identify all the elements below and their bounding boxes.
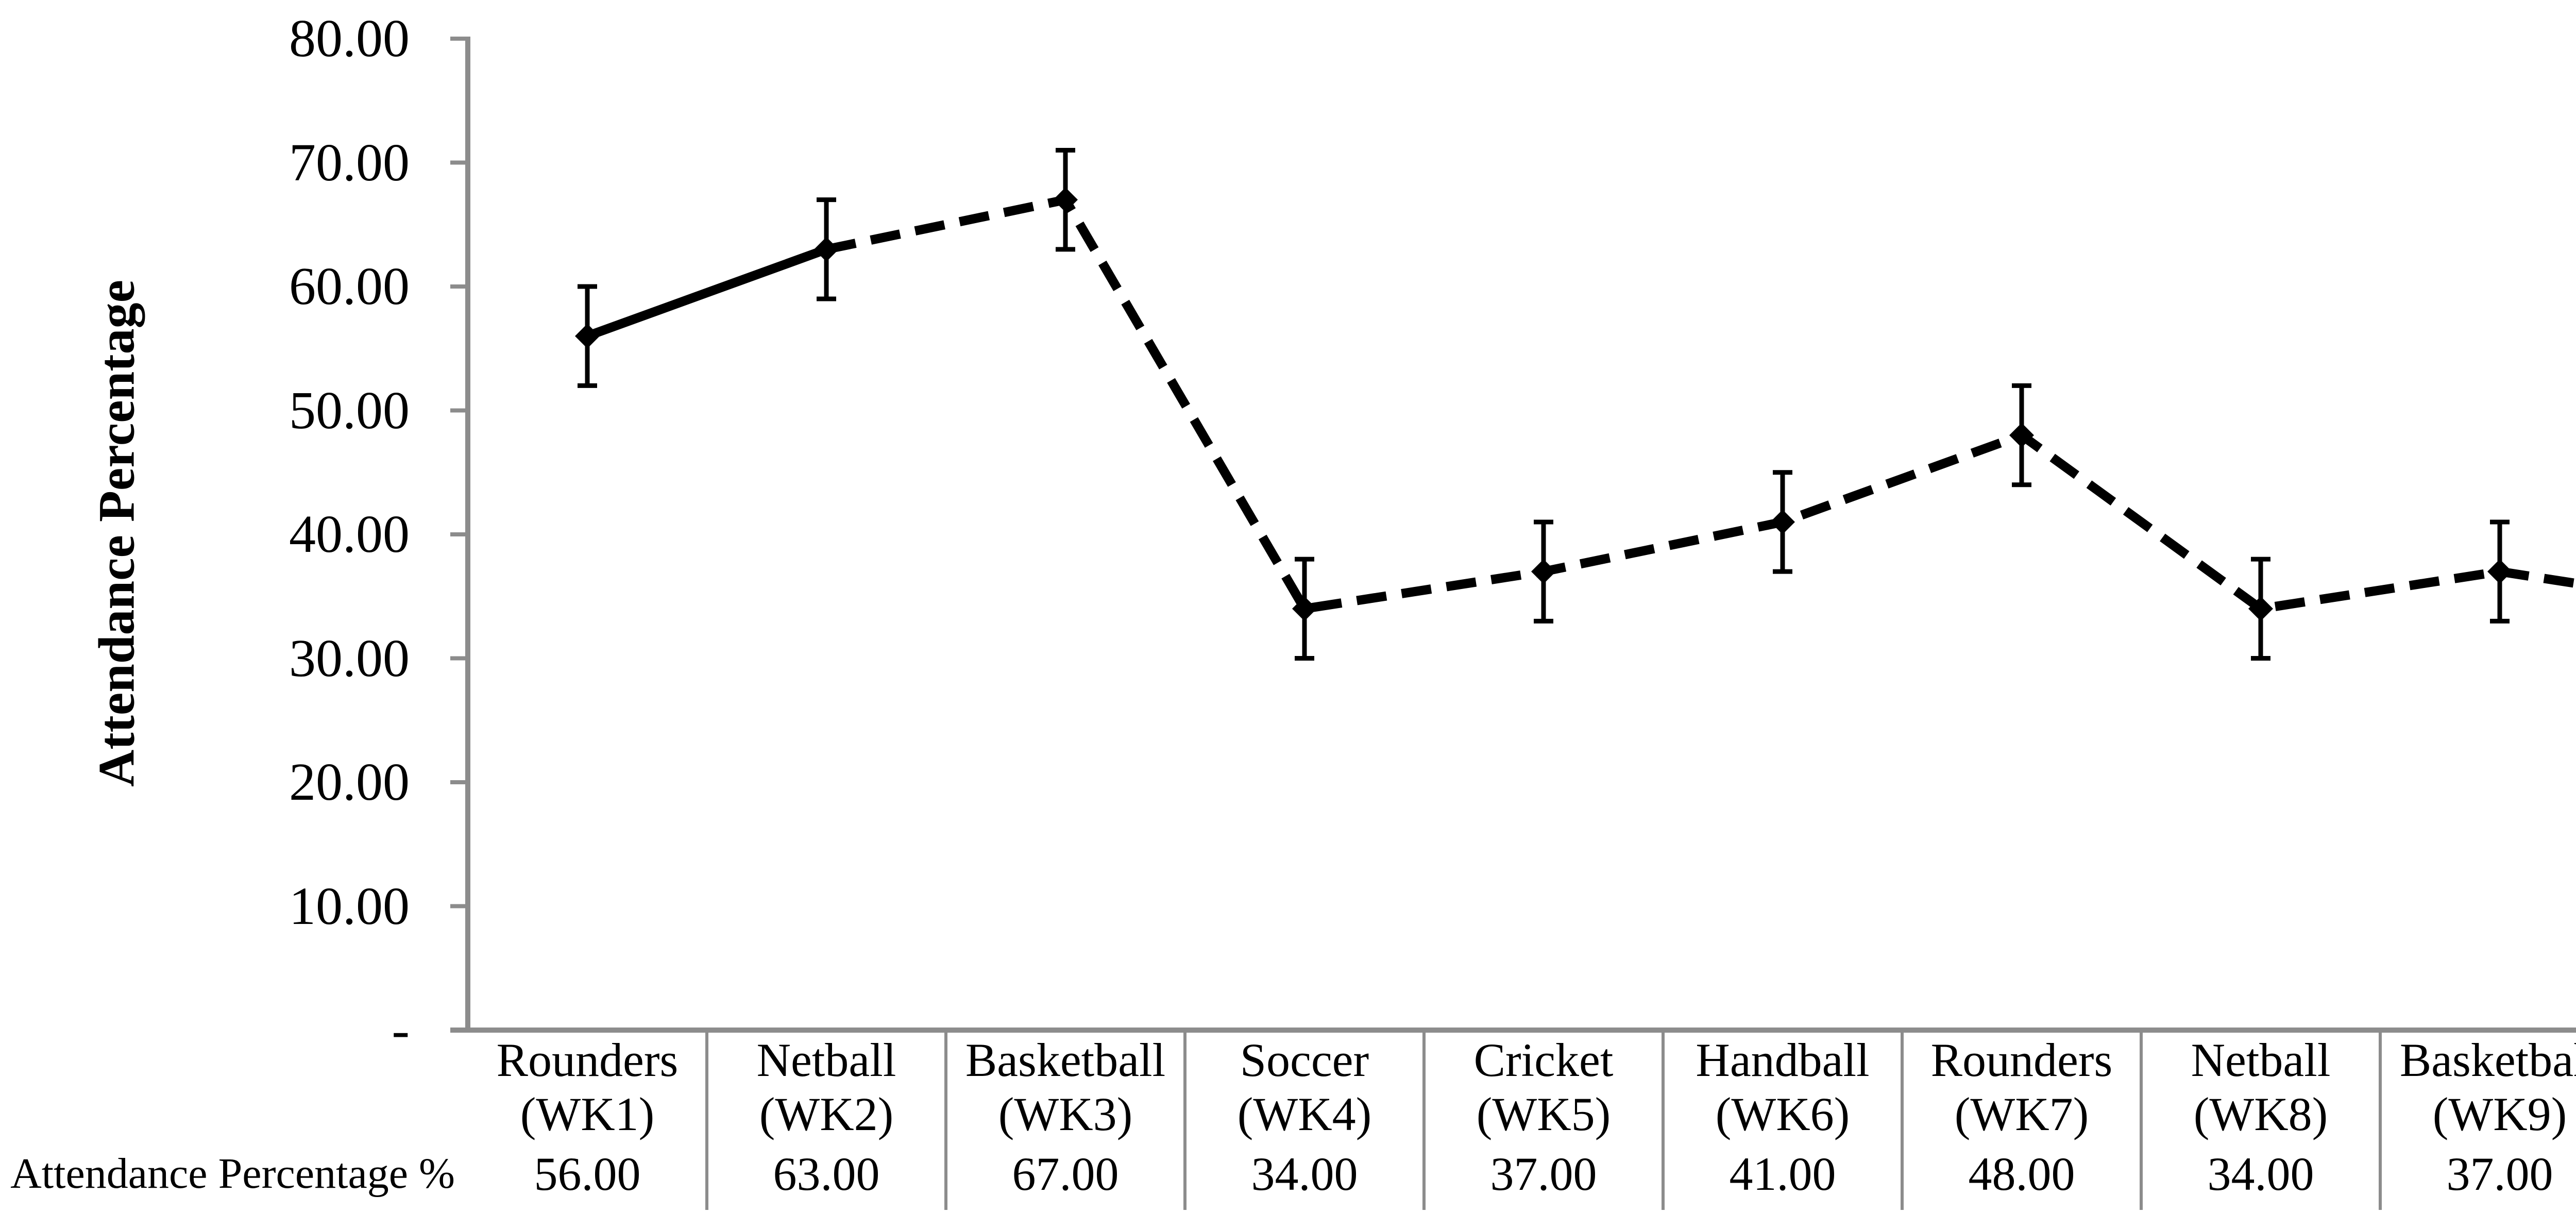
data-point-marker	[814, 237, 839, 262]
category-week-label: (WK9)	[2432, 1088, 2567, 1140]
series-line-solid	[585, 245, 828, 341]
table-cell-value: 67.00	[1012, 1148, 1119, 1200]
y-axis-tick-label: 30.00	[289, 628, 410, 688]
table-cell-value: 37.00	[2446, 1148, 2553, 1200]
category-sport-label: Netball	[2191, 1034, 2331, 1086]
table-cell-value: 37.00	[1490, 1148, 1597, 1200]
category-week-label: (WK3)	[998, 1088, 1133, 1140]
data-point-marker	[2248, 596, 2273, 621]
category-column: Basketball(WK9) 37.00	[2380, 1033, 2576, 1202]
category-week-label: (WK1)	[520, 1088, 655, 1140]
table-cell-value: 34.00	[2207, 1148, 2314, 1200]
category-column: Basketball (WK3) 67.00	[946, 1033, 1185, 1202]
y-axis-tick-label: 60.00	[289, 257, 410, 316]
data-point-marker	[1770, 509, 1795, 534]
category-column: Netball (WK8) 34.00	[2141, 1033, 2380, 1202]
y-axis-title: Attendance Percentage	[88, 280, 145, 787]
table-cell-value: 41.00	[1729, 1148, 1836, 1200]
category-sport-label: Soccer	[1240, 1034, 1369, 1086]
y-axis-tick-label: 70.00	[289, 132, 410, 192]
category-sport-label: Netball	[756, 1034, 896, 1086]
table-cell-value: 48.00	[1968, 1148, 2075, 1200]
category-column: Netball (WK2) 63.00	[707, 1033, 946, 1202]
category-column: Soccer (WK4) 34.00	[1185, 1033, 1424, 1202]
category-week-label: (WK6)	[1715, 1088, 1850, 1140]
y-axis-tick-label: 20.00	[289, 752, 410, 812]
data-point-marker	[1531, 559, 1556, 584]
table-cell-value: 56.00	[534, 1148, 641, 1200]
category-column: Rounders (WK1) 56.00	[468, 1033, 707, 1202]
category-week-label: (WK7)	[1954, 1088, 2089, 1140]
data-point-marker	[1292, 596, 1317, 621]
data-point-marker	[2487, 559, 2512, 584]
y-axis-tick-label: 40.00	[289, 504, 410, 564]
category-sport-label: Basketball	[2399, 1034, 2576, 1086]
table-cell-value: 34.00	[1251, 1148, 1358, 1200]
table-cell-value: 63.00	[773, 1148, 880, 1200]
category-sport-label: Handball	[1696, 1034, 1870, 1086]
data-point-marker	[1053, 187, 1078, 212]
category-week-label: (WK8)	[2193, 1088, 2328, 1140]
category-column: Handball (WK6) 41.00	[1663, 1033, 1902, 1202]
category-column: Cricket (WK5) 37.00	[1424, 1033, 1663, 1202]
data-table-row-label: Attendance Percentage %	[10, 1150, 455, 1198]
series-line-dashed	[825, 194, 2576, 614]
category-sport-label: Rounders	[1930, 1034, 2113, 1086]
category-week-label: (WK2)	[759, 1088, 894, 1140]
category-sport-label: Rounders	[496, 1034, 679, 1086]
y-axis-tick-label: -	[392, 1000, 410, 1059]
y-axis-tick-label: 10.00	[289, 876, 410, 936]
y-axis-tick-label: 80.00	[289, 9, 410, 68]
data-point-marker	[2009, 423, 2034, 448]
category-column: Rounders (WK7) 48.00	[1902, 1033, 2141, 1202]
category-sport-label: Cricket	[1473, 1034, 1614, 1086]
category-sport-label: Basketball	[965, 1034, 1166, 1086]
data-point-marker	[575, 324, 600, 349]
category-week-label: (WK5)	[1476, 1088, 1611, 1140]
category-week-label: (WK4)	[1237, 1088, 1372, 1140]
y-axis-tick-label: 50.00	[289, 380, 410, 440]
